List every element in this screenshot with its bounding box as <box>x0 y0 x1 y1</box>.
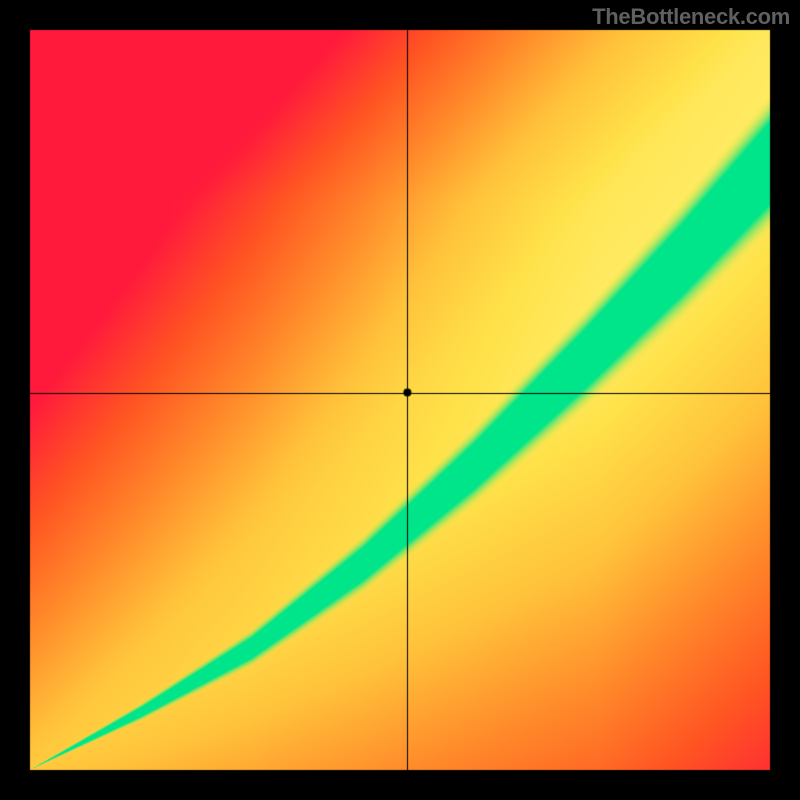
watermark-text: TheBottleneck.com <box>592 4 790 30</box>
bottleneck-heatmap <box>0 0 800 800</box>
